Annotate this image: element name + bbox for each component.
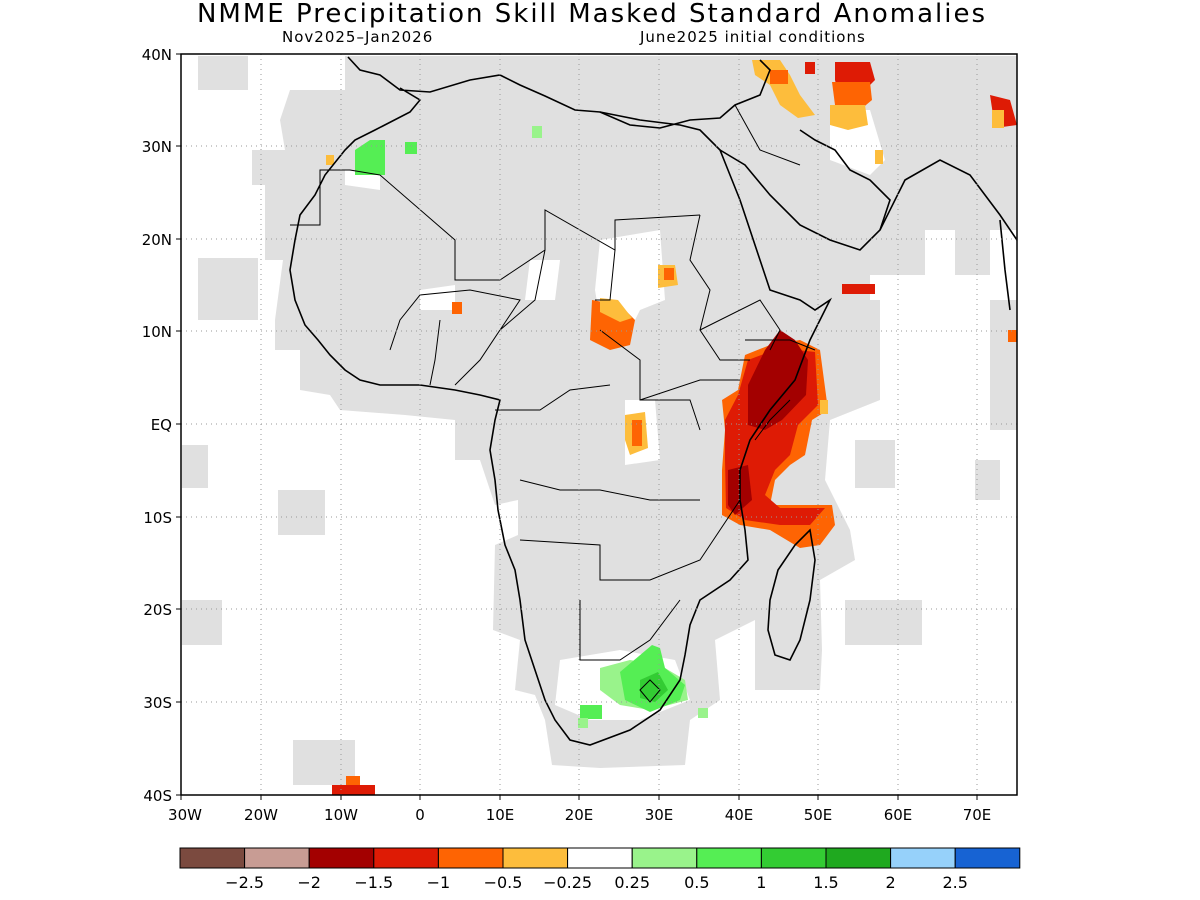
colorbar-swatch <box>567 847 633 869</box>
lon-label: 50E <box>804 806 833 824</box>
initial-conditions: June2025 initial conditions <box>640 28 866 46</box>
country-borders <box>290 104 816 703</box>
colorbar-swatch <box>308 847 375 869</box>
forecast-period: Nov2025–Jan2026 <box>282 28 434 46</box>
lon-label: 20W <box>244 806 278 824</box>
colorbar-label: −2 <box>297 873 321 892</box>
colorbar-label: 0.25 <box>614 873 650 892</box>
lon-label: 40E <box>725 806 754 824</box>
lat-label: 20S <box>143 601 172 619</box>
colorbar-label: −0.5 <box>484 873 523 892</box>
lon-label: 70E <box>963 806 992 824</box>
colorbar-swatch <box>954 847 1021 869</box>
lat-ticks <box>176 53 181 796</box>
colorbar-label: 2.5 <box>942 873 967 892</box>
lat-label: 10S <box>143 509 172 527</box>
lat-label: 30S <box>143 694 172 712</box>
colorbar-swatch <box>696 847 762 869</box>
colorbar-label: 2 <box>886 873 896 892</box>
map-plot-area <box>181 54 1017 795</box>
colorbar-label: 1.5 <box>813 873 838 892</box>
lat-label: 10N <box>142 323 172 341</box>
colorbar-swatch <box>179 847 246 869</box>
lon-label: 10W <box>324 806 358 824</box>
grid-lines <box>181 54 1017 795</box>
lon-label: 60E <box>884 806 913 824</box>
colorbar-swatch <box>631 847 698 869</box>
lat-labels: 40N 30N 20N 10N EQ 10S 20S 30S 40S <box>142 46 172 805</box>
colorbar-label: 0.5 <box>684 873 709 892</box>
colorbar: −2.5 −2 −1.5 −1 −0.5 −0.25 0.25 0.5 1 1.5 2 2.5 <box>179 847 1021 892</box>
positive-anomalies <box>355 126 708 728</box>
negative-anomalies <box>326 60 1017 795</box>
lat-label: 30N <box>142 138 172 156</box>
lat-label: 20N <box>142 231 172 249</box>
colorbar-label: −2.5 <box>225 873 264 892</box>
colorbar-swatch <box>502 847 569 869</box>
colorbar-swatch <box>244 847 310 869</box>
map-title: NMME Precipitation Skill Masked Standard… <box>196 0 988 29</box>
colorbar-swatch <box>890 847 956 869</box>
colorbar-swatch <box>825 847 892 869</box>
lon-label: 30W <box>168 806 202 824</box>
lon-ticks <box>180 795 978 800</box>
lat-label: 40N <box>142 46 172 64</box>
lat-label: 40S <box>143 787 172 805</box>
colorbar-label: −0.25 <box>543 873 592 892</box>
colorbar-label: −1.5 <box>354 873 393 892</box>
lon-labels: 30W 20W 10W 0 10E 20E 30E 40E 50E 60E 70… <box>168 806 991 824</box>
colorbar-swatch <box>373 847 439 869</box>
lon-label: 20E <box>565 806 594 824</box>
colorbar-label: 1 <box>756 873 766 892</box>
lon-label: 0 <box>415 806 425 824</box>
coastlines <box>289 56 1017 746</box>
lat-label: EQ <box>151 416 172 434</box>
lon-label: 10E <box>486 806 515 824</box>
colorbar-swatch <box>437 847 504 869</box>
colorbar-label: −1 <box>427 873 451 892</box>
lon-label: 30E <box>645 806 674 824</box>
colorbar-swatch <box>760 847 827 869</box>
